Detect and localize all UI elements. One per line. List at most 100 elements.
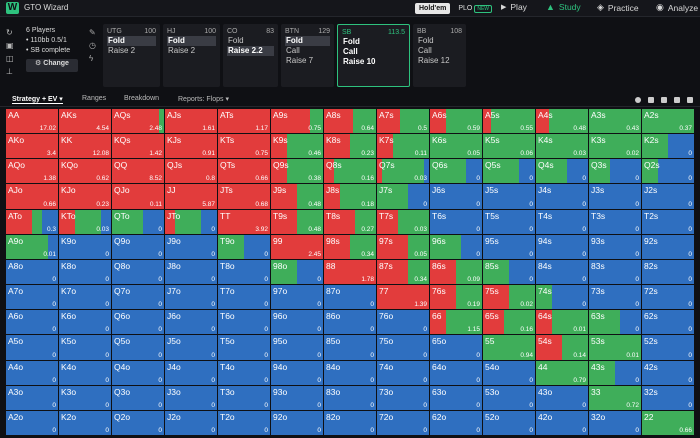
hand-cell[interactable]: 95o 0 (271, 335, 323, 360)
hand-cell[interactable]: 96s 0 (430, 234, 482, 259)
view-toggle-icon[interactable] (635, 97, 641, 103)
hand-cell[interactable]: J9o 0 (165, 234, 217, 259)
bolt-icon[interactable]: ϟ (89, 54, 94, 63)
hand-cell[interactable]: 92o 0 (271, 410, 323, 435)
hand-cell[interactable]: 95s 0 (483, 234, 535, 259)
action-option[interactable]: Fold (167, 36, 216, 46)
hand-cell[interactable]: Q9o 0 (112, 234, 164, 259)
action-option[interactable]: Raise 2.2 (227, 46, 274, 56)
position-card-bb[interactable]: BB 108 Fold Call Raise 12 (413, 24, 466, 87)
hand-cell[interactable]: QTs 0.66 (218, 159, 270, 184)
position-card-hj[interactable]: HJ 100 Fold Raise 2 (163, 24, 220, 87)
hand-cell[interactable]: A5s 0.55 (483, 109, 535, 134)
hand-cell[interactable]: QTo 0 (112, 209, 164, 234)
hand-cell[interactable]: T7o 0 (218, 285, 270, 310)
hand-cell[interactable]: 74o 0 (377, 360, 429, 385)
hand-cell[interactable]: A6o 0 (6, 310, 58, 335)
position-card-co[interactable]: CO 83 Fold Raise 2.2 (223, 24, 278, 87)
hand-cell[interactable]: T5s 0 (483, 209, 535, 234)
hand-cell[interactable]: J4s 0 (536, 184, 588, 209)
hand-cell[interactable]: J5s 0 (483, 184, 535, 209)
hand-cell[interactable]: 62o 0 (430, 410, 482, 435)
hand-cell[interactable]: KTo 0.03 (59, 209, 111, 234)
action-option[interactable]: Raise 10 (343, 57, 376, 66)
hand-cell[interactable]: AJo 0.66 (6, 184, 58, 209)
hand-cell[interactable]: 84s 0 (536, 259, 588, 285)
hand-cell[interactable]: AQs 2.48 (112, 109, 164, 134)
hand-cell[interactable]: 88 1.78 (324, 259, 376, 285)
hand-cell[interactable]: 85o 0 (324, 335, 376, 360)
hand-cell[interactable]: J7s 0 (377, 184, 429, 209)
hand-cell[interactable]: 86s 0.09 (430, 259, 482, 285)
hand-cell[interactable]: ATo 0.3 (6, 209, 58, 234)
hand-cell[interactable]: K7s 0.11 (377, 134, 429, 159)
hand-cell[interactable]: A3o 0 (6, 385, 58, 410)
hand-cell[interactable]: K2o 0 (59, 410, 111, 435)
hand-cell[interactable]: K8s 0.23 (324, 134, 376, 159)
hand-cell[interactable]: J7o 0 (165, 285, 217, 310)
hand-cell[interactable]: 32s 0 (642, 385, 694, 410)
view-compact-icon[interactable] (674, 97, 680, 103)
hand-cell[interactable]: Q2s 0 (642, 159, 694, 184)
hand-cell[interactable]: T9o 0 (218, 234, 270, 259)
position-card-btn[interactable]: BTN 129 Fold Call Raise 7 (281, 24, 334, 87)
hand-cell[interactable]: QJs 0.8 (165, 159, 217, 184)
hand-cell[interactable]: AQo 1.38 (6, 159, 58, 184)
hand-cell[interactable]: 42o 0 (536, 410, 588, 435)
hand-cell[interactable]: KJo 0.23 (59, 184, 111, 209)
hand-cell[interactable]: 73s 0 (589, 285, 641, 310)
action-option[interactable]: Raise 7 (286, 56, 314, 65)
hand-cell[interactable]: A7o 0 (6, 285, 58, 310)
hand-cell[interactable]: 54s 0.14 (536, 335, 588, 360)
hand-cell[interactable]: Q3o 0 (112, 385, 164, 410)
reset-icon[interactable]: ↻ (6, 28, 13, 37)
action-option[interactable]: Fold (228, 36, 244, 45)
hand-cell[interactable]: 98s 0.34 (324, 234, 376, 259)
hand-cell[interactable]: Q7o 0 (112, 285, 164, 310)
hand-cell[interactable]: 76s 0.19 (430, 285, 482, 310)
hand-cell[interactable]: 93o 0 (271, 385, 323, 410)
hand-cell[interactable]: J4o 0 (165, 360, 217, 385)
hand-cell[interactable]: A6s 0.59 (430, 109, 482, 134)
pencil-icon[interactable]: ✎ (89, 28, 96, 37)
action-option[interactable]: Call (418, 46, 432, 55)
hand-cell[interactable]: 63o 0 (430, 385, 482, 410)
hand-cell[interactable]: 42s 0 (642, 360, 694, 385)
hand-cell[interactable]: J6o 0 (165, 310, 217, 335)
hand-cell[interactable]: T4s 0 (536, 209, 588, 234)
hand-cell[interactable]: 94o 0 (271, 360, 323, 385)
hand-cell[interactable]: K6s 0.05 (430, 134, 482, 159)
hand-cell[interactable]: T3o 0 (218, 385, 270, 410)
hand-cell[interactable]: 63s 0 (589, 310, 641, 335)
hand-cell[interactable]: K3o 0 (59, 385, 111, 410)
hand-cell[interactable]: 55 0.94 (483, 335, 535, 360)
hand-cell[interactable]: 82s 0 (642, 259, 694, 285)
hand-cell[interactable]: QJo 0.11 (112, 184, 164, 209)
hand-cell[interactable]: 87s 0.34 (377, 259, 429, 285)
tab-reports[interactable]: Reports: Flops ▾ (178, 95, 229, 103)
hand-cell[interactable]: 53o 0 (483, 385, 535, 410)
hand-cell[interactable]: KQo 0.62 (59, 159, 111, 184)
brand-logo-icon[interactable]: W (6, 2, 19, 14)
hand-cell[interactable]: J5o 0 (165, 335, 217, 360)
action-option[interactable]: Raise 12 (418, 56, 450, 65)
hand-cell[interactable]: A2o 0 (6, 410, 58, 435)
hand-cell[interactable]: 84o 0 (324, 360, 376, 385)
hand-cell[interactable]: Q4s 0 (536, 159, 588, 184)
hand-cell[interactable]: 72o 0 (377, 410, 429, 435)
hand-cell[interactable]: J8s 0.18 (324, 184, 376, 209)
hand-cell[interactable]: A7s 0.5 (377, 109, 429, 134)
hand-cell[interactable]: A4o 0 (6, 360, 58, 385)
hand-cell[interactable]: KTs 0.75 (218, 134, 270, 159)
hand-cell[interactable]: K4o 0 (59, 360, 111, 385)
hand-cell[interactable]: Q2o 0 (112, 410, 164, 435)
hand-cell[interactable]: T5o 0 (218, 335, 270, 360)
hand-cell[interactable]: K7o 0 (59, 285, 111, 310)
hand-cell[interactable]: K5s 0.06 (483, 134, 535, 159)
position-card-utg[interactable]: UTG 100 Fold Raise 2 (103, 24, 160, 87)
hand-cell[interactable]: K5o 0 (59, 335, 111, 360)
clock-icon[interactable]: ◷ (89, 41, 96, 50)
nav-practice[interactable]: ◈ Practice (597, 2, 639, 13)
hand-cell[interactable]: 65o 0 (430, 335, 482, 360)
hand-cell[interactable]: Q4o 0 (112, 360, 164, 385)
